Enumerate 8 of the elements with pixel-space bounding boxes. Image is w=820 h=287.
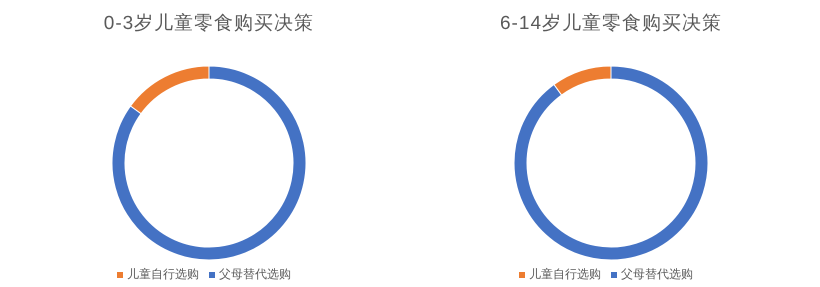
donut-slice: [514, 66, 708, 260]
legend-label: 儿童自行选购: [529, 267, 601, 281]
chart-title: 6-14岁儿童零食购买决策: [498, 12, 724, 36]
legend-label: 父母替代选购: [621, 267, 693, 281]
legend-label: 父母替代选购: [219, 267, 291, 281]
donut-slice: [112, 66, 306, 260]
chart-title: 0-3岁儿童零食购买决策: [102, 12, 316, 36]
legend-label: 儿童自行选购: [127, 267, 199, 281]
